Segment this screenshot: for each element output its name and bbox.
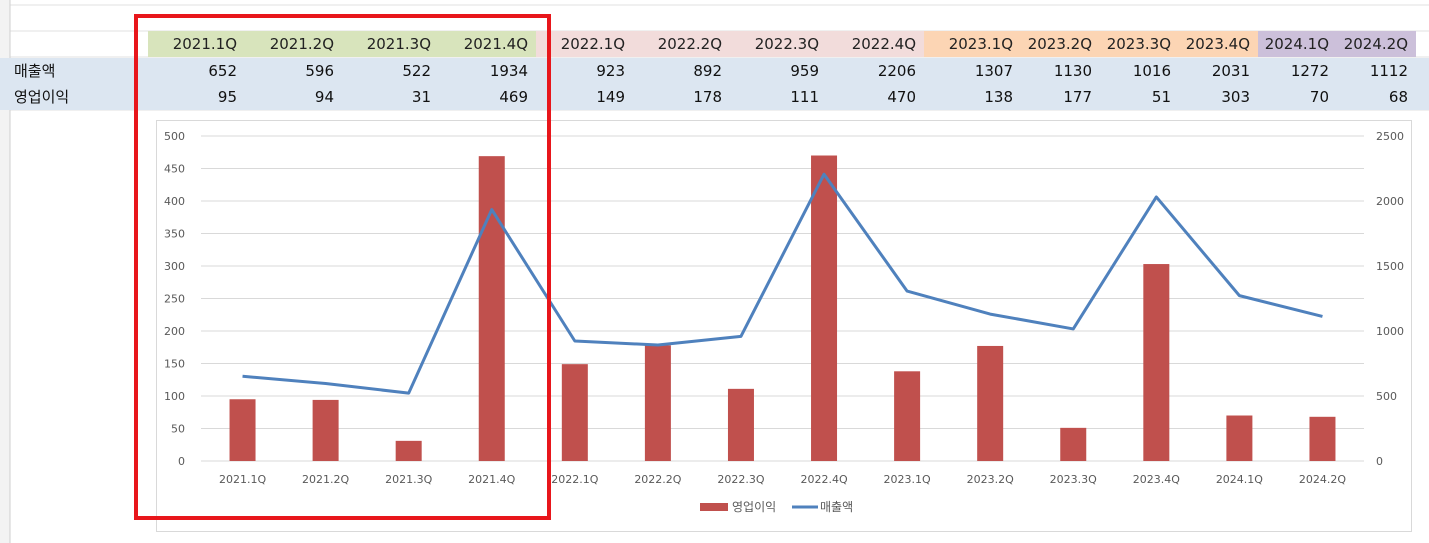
bar-operating-profit	[811, 155, 838, 461]
data-cell[interactable]: 31	[411, 88, 431, 106]
data-cell[interactable]: 470	[887, 88, 916, 106]
bar-operating-profit	[395, 440, 422, 461]
data-cell[interactable]: 1307	[974, 62, 1013, 80]
bar-operating-profit	[1143, 264, 1170, 461]
bar-operating-profit	[894, 371, 921, 461]
row-label-operating-profit[interactable]: 영업이익	[14, 88, 70, 106]
quarter-header-cell[interactable]: 2023.4Q	[1179, 31, 1258, 57]
right-axis-tick-label: 500	[1376, 390, 1397, 403]
legend-label-operating-profit: 영업이익	[732, 500, 776, 514]
quarter-header-cell[interactable]: 2022.2Q	[633, 31, 730, 57]
data-cell[interactable]: 177	[1063, 88, 1092, 106]
data-cell[interactable]: 892	[693, 62, 722, 80]
left-axis-tick-label: 150	[164, 358, 185, 371]
data-cell[interactable]: 2031	[1211, 62, 1250, 80]
category-label: 2023.3Q	[1050, 473, 1097, 486]
bar-operating-profit	[727, 388, 754, 461]
bar-operating-profit	[1309, 416, 1336, 461]
row-label-revenue[interactable]: 매출액	[14, 62, 56, 80]
legend-swatch-operating-profit	[700, 503, 728, 511]
data-cell[interactable]: 94	[314, 88, 334, 106]
data-cell[interactable]: 522	[402, 62, 431, 80]
data-cell[interactable]: 1272	[1290, 62, 1329, 80]
quarter-header-cell[interactable]: 2023.3Q	[1100, 31, 1179, 57]
category-label: 2022.3Q	[717, 473, 764, 486]
quarter-header-cell[interactable]: 2021.2Q	[245, 31, 342, 57]
right-axis-tick-label: 1000	[1376, 325, 1404, 338]
combo-chart[interactable]: 0 50 100 150 200 250 300 350 400 450 500 0 500 1000 15…	[156, 120, 1412, 532]
quarter-header-cell[interactable]: 2022.1Q	[536, 31, 633, 57]
data-cell[interactable]: 469	[499, 88, 528, 106]
quarter-header-cell[interactable]: 2022.3Q	[730, 31, 827, 57]
quarter-header-cell[interactable]: 2024.1Q	[1258, 31, 1337, 57]
bar-operating-profit	[312, 399, 339, 461]
data-cell[interactable]: 111	[790, 88, 819, 106]
bar-operating-profit	[229, 399, 256, 461]
data-cell[interactable]: 95	[217, 88, 237, 106]
left-axis-tick-label: 500	[164, 130, 185, 143]
quarter-header-cell[interactable]: 2021.1Q	[148, 31, 245, 57]
bar-operating-profit	[644, 345, 671, 461]
data-cell[interactable]: 959	[790, 62, 819, 80]
left-axis-tick-label: 450	[164, 163, 185, 176]
bar-operating-profit	[1060, 427, 1087, 461]
data-cell[interactable]: 138	[984, 88, 1013, 106]
left-axis-tick-label: 50	[171, 423, 185, 436]
left-axis-tick-label: 250	[164, 293, 185, 306]
right-axis-tick-label: 2000	[1376, 195, 1404, 208]
quarter-header-cell[interactable]: 2021.4Q	[439, 31, 536, 57]
data-cell[interactable]: 596	[305, 62, 334, 80]
bar-operating-profit	[1226, 415, 1253, 461]
category-label: 2024.2Q	[1299, 473, 1346, 486]
data-cell[interactable]: 1130	[1053, 62, 1092, 80]
left-axis-tick-label: 100	[164, 390, 185, 403]
quarter-header-cell[interactable]: 2023.1Q	[924, 31, 1021, 57]
data-cell[interactable]: 923	[596, 62, 625, 80]
category-label: 2022.1Q	[551, 473, 598, 486]
left-axis-tick-label: 200	[164, 325, 185, 338]
left-axis-tick-label: 0	[178, 455, 185, 468]
data-cell[interactable]: 178	[693, 88, 722, 106]
left-axis-tick-label: 300	[164, 260, 185, 273]
category-label: 2022.4Q	[800, 473, 847, 486]
quarter-header-cell[interactable]: 2023.2Q	[1021, 31, 1100, 57]
quarter-header-cell[interactable]: 2022.4Q	[827, 31, 924, 57]
data-cell[interactable]: 149	[596, 88, 625, 106]
chart-svg: 0 50 100 150 200 250 300 350 400 450 500 0 500 1000 15…	[164, 130, 1404, 514]
category-label: 2022.2Q	[634, 473, 681, 486]
data-cell[interactable]: 1934	[489, 62, 528, 80]
category-label: 2021.2Q	[302, 473, 349, 486]
legend-label-revenue: 매출액	[820, 500, 853, 514]
left-axis-tick-label: 350	[164, 228, 185, 241]
bar-operating-profit	[478, 156, 505, 461]
category-label: 2021.3Q	[385, 473, 432, 486]
data-cell[interactable]: 2206	[877, 62, 916, 80]
quarter-header-cell[interactable]: 2021.3Q	[342, 31, 439, 57]
category-label: 2023.4Q	[1133, 473, 1180, 486]
right-axis-tick-label: 2500	[1376, 130, 1404, 143]
category-label: 2023.1Q	[884, 473, 931, 486]
quarter-header-cell[interactable]: 2024.2Q	[1337, 31, 1416, 57]
operating-profit-row: 영업이익 95 94 31 469 149 178 111 470 138 177 51 303 70 6…	[0, 84, 1429, 110]
quarter-header-row: 2021.1Q 2021.2Q 2021.3Q 2021.4Q 2022.1Q 2022.…	[148, 31, 1416, 57]
revenue-row: 매출액 652 596 522 1934 923 892 959 2206 1307 1130 10…	[0, 58, 1429, 84]
right-axis-tick-label: 1500	[1376, 260, 1404, 273]
bar-operating-profit	[561, 364, 588, 461]
left-axis-tick-label: 400	[164, 195, 185, 208]
data-cell[interactable]: 70	[1309, 88, 1329, 106]
line-revenue	[242, 172, 1323, 395]
data-cell[interactable]: 652	[208, 62, 237, 80]
category-label: 2021.1Q	[219, 473, 266, 486]
category-label: 2024.1Q	[1216, 473, 1263, 486]
category-label: 2023.2Q	[967, 473, 1014, 486]
bar-operating-profit	[977, 345, 1004, 461]
data-cell[interactable]: 1016	[1132, 62, 1171, 80]
data-cell[interactable]: 1112	[1369, 62, 1408, 80]
category-label: 2021.4Q	[468, 473, 515, 486]
data-cell[interactable]: 51	[1151, 88, 1171, 106]
right-axis-tick-label: 0	[1376, 455, 1383, 468]
data-cell[interactable]: 303	[1221, 88, 1250, 106]
data-cell[interactable]: 68	[1388, 88, 1408, 106]
